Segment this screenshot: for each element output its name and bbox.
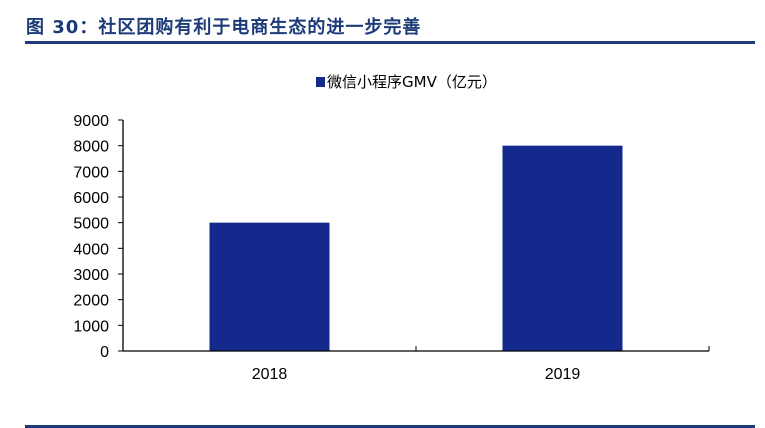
bar-2018 (209, 222, 330, 351)
legend-swatch (316, 77, 325, 87)
x-tick-label: 2018 (252, 366, 288, 383)
bottom-rule (25, 425, 755, 428)
y-tick-label: 4000 (73, 241, 109, 258)
title-rule (25, 41, 755, 44)
y-tick-label: 7000 (73, 164, 109, 181)
y-tick-label: 5000 (73, 216, 109, 233)
y-tick-label: 2000 (73, 293, 109, 310)
legend: 微信小程序GMV（亿元） (316, 73, 497, 91)
x-tick-label: 2019 (545, 366, 581, 383)
figure-title: 图 30：社区团购有利于电商生态的进一步完善 (26, 17, 422, 38)
y-tick-label: 8000 (73, 139, 109, 156)
y-tick-label: 6000 (73, 190, 109, 207)
y-tick-label: 9000 (73, 113, 109, 130)
y-tick-label: 0 (100, 344, 109, 361)
legend-label: 微信小程序GMV（亿元） (327, 73, 497, 91)
y-tick-label: 3000 (73, 267, 109, 284)
bar-2019 (502, 145, 623, 351)
y-tick-label: 1000 (73, 318, 109, 335)
